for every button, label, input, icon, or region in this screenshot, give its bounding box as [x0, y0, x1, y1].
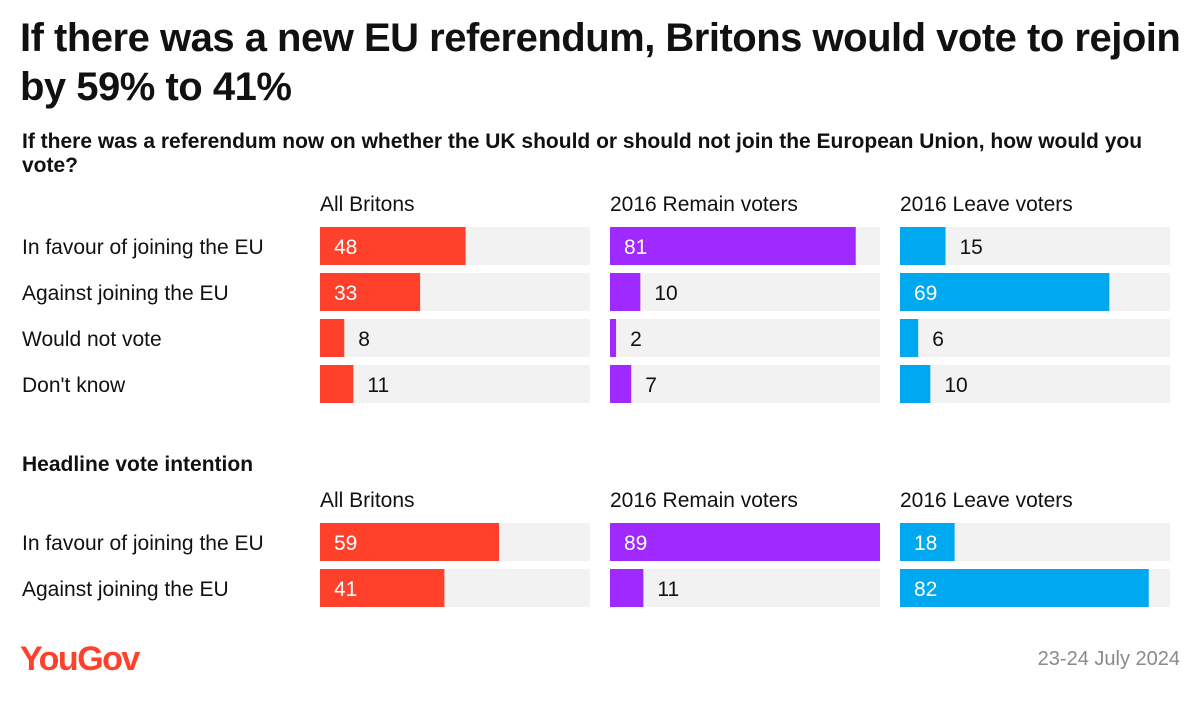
bar-all-britons-against-joining-the-eu — [320, 569, 445, 607]
bar-track — [610, 319, 880, 357]
bar-2016-remain-voters-against-joining-the-eu — [610, 569, 644, 607]
bar-track — [320, 319, 590, 357]
column-header-2016-remain-voters: 2016 Remain voters — [610, 489, 798, 512]
row-label-against-joining-the-eu: Against joining the EU — [22, 282, 229, 305]
data-label: 11 — [367, 374, 389, 397]
chart-subtitle: If there was a referendum now on whether… — [22, 130, 1143, 177]
row-label-would-not-vote: Would not vote — [22, 328, 162, 351]
bar-track — [900, 365, 1170, 403]
bar-all-britons-in-favour-of-joining-the-eu — [320, 227, 466, 265]
data-label: 18 — [914, 532, 937, 555]
bar-all-britons-in-favour-of-joining-the-eu — [320, 523, 499, 561]
data-label: 89 — [624, 532, 647, 555]
bar-2016-leave-voters-don-t-know — [900, 365, 931, 403]
data-label: 10 — [654, 282, 677, 305]
data-label: 6 — [932, 328, 944, 351]
fieldwork-date: 23-24 July 2024 — [1037, 648, 1180, 670]
column-header-2016-leave-voters: 2016 Leave voters — [900, 193, 1073, 216]
column-header-2016-remain-voters: 2016 Remain voters — [610, 193, 798, 216]
data-label: 8 — [358, 328, 370, 351]
row-label-don-t-know: Don't know — [22, 374, 126, 397]
bar-2016-remain-voters-in-favour-of-joining-the-eu — [610, 227, 856, 265]
bar-track — [610, 365, 880, 403]
chart-title: If there was a new EU referendum, Briton… — [20, 16, 1181, 109]
data-label: 41 — [334, 578, 357, 601]
data-label: 11 — [657, 578, 679, 601]
bar-2016-remain-voters-against-joining-the-eu — [610, 273, 641, 311]
column-header-all-britons: All Britons — [320, 193, 415, 216]
bar-2016-leave-voters-in-favour-of-joining-the-eu — [900, 523, 955, 561]
data-label: 59 — [334, 532, 357, 555]
data-label: 48 — [334, 236, 357, 259]
bar-2016-leave-voters-against-joining-the-eu — [900, 273, 1110, 311]
bar-all-britons-don-t-know — [320, 365, 354, 403]
column-header-2016-leave-voters: 2016 Leave voters — [900, 489, 1073, 512]
data-label: 2 — [630, 328, 642, 351]
data-label: 10 — [944, 374, 967, 397]
bar-all-britons-would-not-vote — [320, 319, 345, 357]
data-label: 15 — [960, 236, 983, 259]
row-label-in-favour-of-joining-the-eu: In favour of joining the EU — [22, 532, 264, 555]
data-label: 33 — [334, 282, 357, 305]
bar-track — [610, 273, 880, 311]
bar-track — [610, 569, 880, 607]
bar-2016-remain-voters-in-favour-of-joining-the-eu — [610, 523, 880, 561]
row-label-against-joining-the-eu: Against joining the EU — [22, 578, 229, 601]
bar-2016-leave-voters-would-not-vote — [900, 319, 919, 357]
data-label: 7 — [645, 374, 657, 397]
data-label: 81 — [624, 236, 647, 259]
data-label: 82 — [914, 578, 937, 601]
bar-track — [320, 365, 590, 403]
bar-all-britons-against-joining-the-eu — [320, 273, 421, 311]
column-header-all-britons: All Britons — [320, 489, 415, 512]
section-title-headline: Headline vote intention — [22, 453, 254, 476]
yougov-logo: YouGov — [20, 640, 140, 678]
bar-track — [900, 319, 1170, 357]
row-label-in-favour-of-joining-the-eu: In favour of joining the EU — [22, 236, 264, 259]
bar-chart: All Britons 2016 Remain voters 2016 Leave … — [22, 193, 1170, 607]
bar-2016-leave-voters-in-favour-of-joining-the-eu — [900, 227, 946, 265]
bar-2016-leave-voters-against-joining-the-eu — [900, 569, 1149, 607]
data-label: 69 — [914, 282, 937, 305]
bar-2016-remain-voters-would-not-vote — [610, 319, 617, 357]
bar-2016-remain-voters-don-t-know — [610, 365, 632, 403]
